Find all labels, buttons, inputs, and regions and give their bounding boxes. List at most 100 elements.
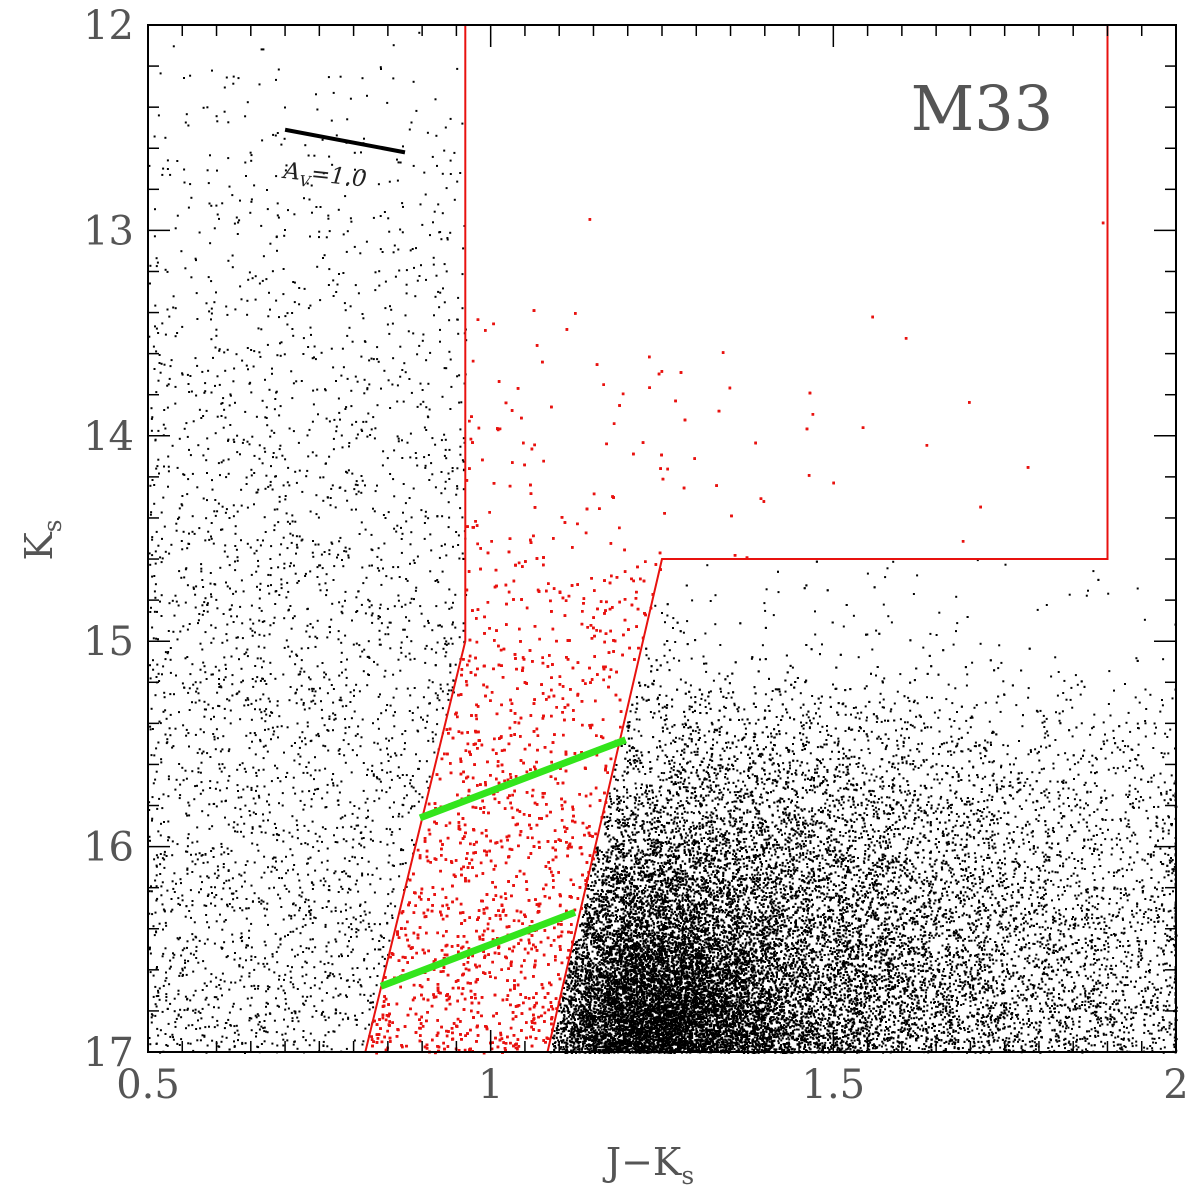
field-star-point bbox=[341, 955, 343, 957]
field-star-point bbox=[310, 334, 312, 336]
field-star-point bbox=[291, 312, 293, 314]
field-star-point bbox=[168, 837, 170, 839]
field-star-point bbox=[367, 816, 369, 818]
field-star-point bbox=[185, 1027, 187, 1029]
field-star-point bbox=[341, 559, 343, 561]
field-star-point bbox=[225, 676, 227, 678]
field-star-point bbox=[346, 251, 348, 253]
field-star-point bbox=[380, 66, 382, 68]
field-star-point bbox=[445, 481, 447, 483]
field-star-point bbox=[210, 850, 212, 852]
field-star-point bbox=[383, 937, 385, 939]
field-star-point bbox=[374, 437, 376, 439]
field-star-point bbox=[256, 1046, 258, 1048]
field-star-point bbox=[229, 564, 231, 566]
field-star-point bbox=[405, 371, 407, 373]
field-star-point bbox=[241, 505, 243, 507]
field-star-point bbox=[346, 677, 348, 679]
field-star-point bbox=[361, 838, 363, 840]
field-star-point bbox=[240, 489, 242, 491]
field-star-point bbox=[253, 184, 255, 186]
field-star-point bbox=[273, 622, 275, 624]
field-star-point bbox=[184, 967, 186, 969]
field-star-point bbox=[361, 875, 363, 877]
field-star-point bbox=[338, 955, 340, 957]
field-star-point bbox=[344, 815, 346, 817]
field-star-point bbox=[425, 515, 427, 517]
field-star-point bbox=[371, 534, 373, 536]
field-star-point bbox=[264, 379, 266, 381]
field-star-point bbox=[314, 695, 316, 697]
field-star-point bbox=[347, 875, 349, 877]
field-star-point bbox=[380, 712, 382, 714]
field-star-point bbox=[176, 601, 178, 603]
field-star-point bbox=[252, 635, 254, 637]
field-star-point bbox=[197, 858, 199, 860]
field-star-point bbox=[386, 102, 388, 104]
field-star-point bbox=[223, 427, 225, 429]
field-star-point bbox=[390, 705, 392, 707]
field-star-point bbox=[177, 843, 179, 845]
field-star-point bbox=[290, 971, 292, 973]
field-star-point bbox=[293, 213, 295, 215]
field-star-point bbox=[188, 383, 190, 385]
field-star-point bbox=[264, 1040, 266, 1042]
field-star-point bbox=[290, 562, 292, 564]
field-star-point bbox=[380, 841, 382, 843]
field-star-point bbox=[181, 895, 183, 897]
field-star-point bbox=[374, 289, 376, 291]
field-star-point bbox=[402, 512, 404, 514]
field-star-point bbox=[228, 700, 230, 702]
field-star-point bbox=[206, 472, 208, 474]
field-star-point bbox=[160, 372, 162, 374]
field-star-point bbox=[165, 658, 167, 660]
field-star-point bbox=[347, 230, 349, 232]
field-star-point bbox=[392, 816, 394, 818]
field-star-point bbox=[247, 347, 249, 349]
field-star-point bbox=[225, 417, 227, 419]
field-star-point bbox=[397, 384, 399, 386]
field-star-point bbox=[340, 886, 342, 888]
field-star-point bbox=[301, 731, 303, 733]
field-star-point bbox=[370, 995, 372, 997]
field-star-point bbox=[251, 789, 253, 791]
field-star-point bbox=[399, 670, 401, 672]
field-star-point bbox=[209, 828, 211, 830]
field-star-point bbox=[456, 181, 458, 183]
field-star-point bbox=[360, 845, 362, 847]
field-star-point bbox=[277, 700, 279, 702]
field-star-point bbox=[304, 804, 306, 806]
field-star-point bbox=[210, 903, 212, 905]
field-star-point bbox=[301, 892, 303, 894]
field-star-point bbox=[344, 302, 346, 304]
field-star-point bbox=[456, 375, 458, 377]
field-star-point bbox=[157, 332, 159, 334]
field-star-point bbox=[313, 1005, 315, 1007]
field-star-point bbox=[255, 299, 257, 301]
field-star-point bbox=[356, 437, 358, 439]
field-star-point bbox=[156, 854, 158, 856]
field-star-point bbox=[357, 733, 359, 735]
field-star-point bbox=[280, 543, 282, 545]
field-star-point bbox=[364, 341, 366, 343]
field-star-point bbox=[229, 887, 231, 889]
field-star-point bbox=[401, 642, 403, 644]
field-star-point bbox=[183, 687, 185, 689]
field-star-point bbox=[350, 923, 352, 925]
field-star-point bbox=[192, 473, 194, 475]
field-star-point bbox=[398, 440, 400, 442]
field-star-point bbox=[388, 760, 390, 762]
field-star-point bbox=[371, 604, 373, 606]
field-star-point bbox=[304, 901, 306, 903]
field-star-point bbox=[454, 594, 456, 596]
field-star-point bbox=[206, 678, 208, 680]
field-star-point bbox=[344, 934, 346, 936]
field-star-point bbox=[194, 921, 196, 923]
field-star-point bbox=[343, 870, 345, 872]
field-star-point bbox=[246, 300, 248, 302]
field-star-point bbox=[149, 564, 151, 566]
field-star-point bbox=[199, 232, 201, 234]
field-star-point bbox=[369, 912, 371, 914]
field-star-point bbox=[361, 430, 363, 432]
